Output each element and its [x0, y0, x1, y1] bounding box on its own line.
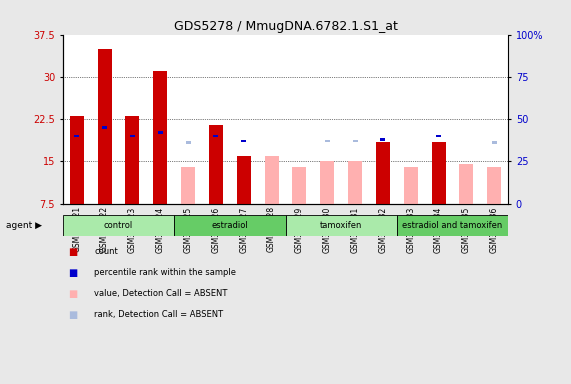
Bar [174, 215, 286, 236]
Bar [209, 125, 223, 204]
Bar [460, 164, 473, 204]
Bar [436, 134, 441, 137]
Text: rank, Detection Call = ABSENT: rank, Detection Call = ABSENT [94, 310, 223, 319]
Bar [397, 215, 508, 236]
Text: ■: ■ [69, 247, 78, 257]
Bar [102, 126, 107, 129]
Bar [320, 161, 334, 204]
Bar [98, 49, 111, 204]
Bar [74, 134, 79, 137]
Bar [158, 131, 163, 134]
Bar [492, 141, 497, 144]
Text: estradiol: estradiol [211, 221, 248, 230]
Bar [153, 71, 167, 204]
Text: control: control [104, 221, 133, 230]
Bar [264, 156, 279, 204]
Bar [242, 140, 246, 142]
Bar [126, 116, 139, 204]
Bar [286, 215, 397, 236]
Bar [292, 167, 307, 204]
Text: ■: ■ [69, 268, 78, 278]
Text: ■: ■ [69, 310, 78, 320]
Text: value, Detection Call = ABSENT: value, Detection Call = ABSENT [94, 289, 228, 298]
Bar [63, 215, 174, 236]
Bar [376, 142, 390, 204]
Text: agent ▶: agent ▶ [6, 221, 42, 230]
Text: count: count [94, 247, 118, 256]
Bar [404, 167, 418, 204]
Bar [487, 167, 501, 204]
Bar [348, 161, 362, 204]
Bar [186, 141, 191, 144]
Text: percentile rank within the sample: percentile rank within the sample [94, 268, 236, 277]
Bar [432, 142, 445, 204]
Bar [237, 156, 251, 204]
Bar [214, 134, 218, 137]
Bar [325, 140, 329, 142]
Bar [130, 134, 135, 137]
Bar [70, 116, 84, 204]
Bar [353, 140, 357, 142]
Bar [380, 138, 385, 141]
Bar [181, 167, 195, 204]
Text: ■: ■ [69, 289, 78, 299]
Text: estradiol and tamoxifen: estradiol and tamoxifen [403, 221, 502, 230]
Text: tamoxifen: tamoxifen [320, 221, 363, 230]
Title: GDS5278 / MmugDNA.6782.1.S1_at: GDS5278 / MmugDNA.6782.1.S1_at [174, 20, 397, 33]
